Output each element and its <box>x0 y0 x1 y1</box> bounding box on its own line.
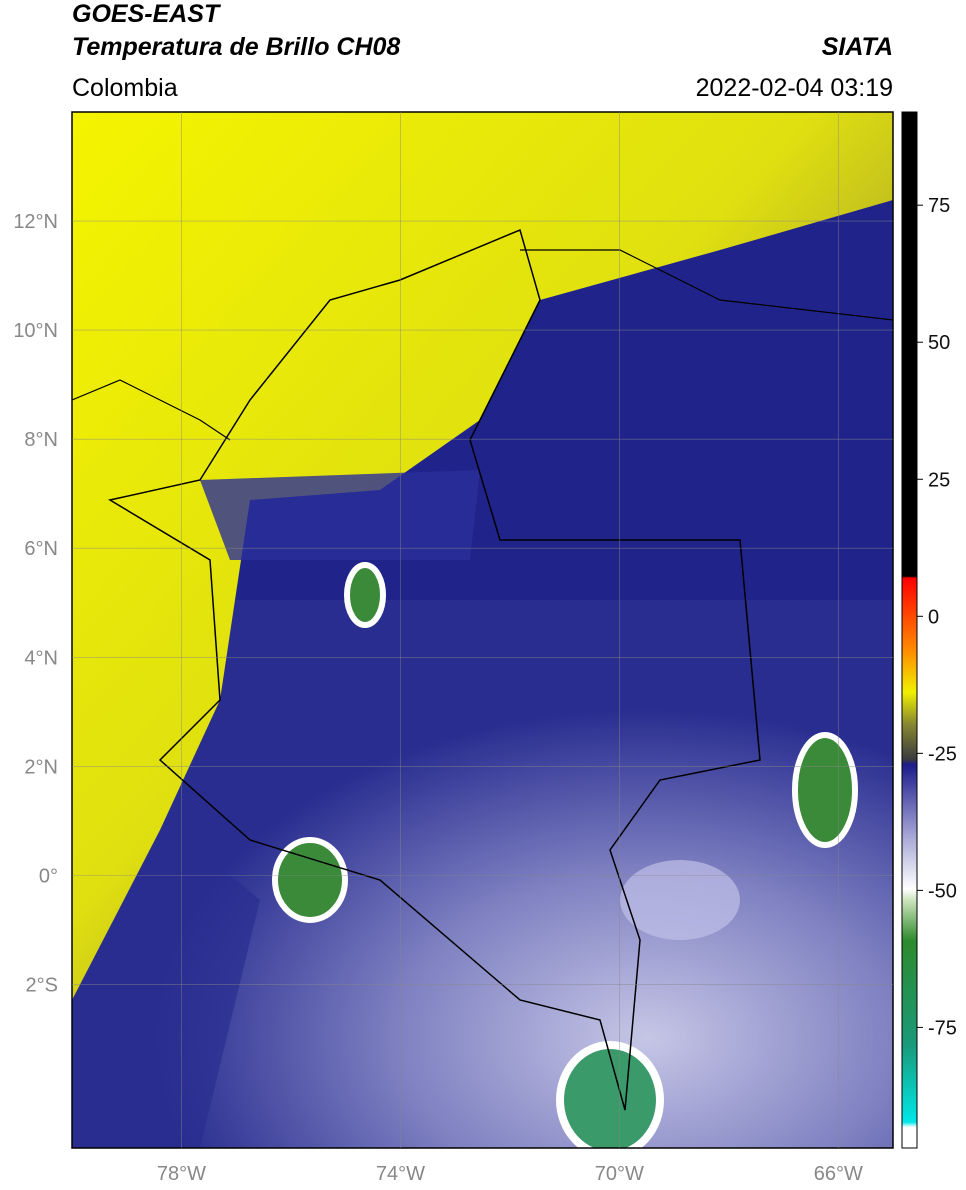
colorbar-tick-label: 50 <box>928 332 950 354</box>
lat-tick-label: 4°N <box>24 647 58 669</box>
subtitle: Temperatura de Brillo CH08 <box>72 33 400 61</box>
colorbar-tick-label: -75 <box>928 1017 957 1039</box>
datetime: 2022-02-04 03:19 <box>696 74 893 102</box>
lon-tick-label: 78°W <box>157 1163 206 1185</box>
lat-tick-label: 2°S <box>26 974 58 996</box>
map-frame <box>71 111 894 1149</box>
title: GOES-EAST <box>72 0 222 28</box>
imagery <box>72 112 893 1148</box>
source: SIATA <box>822 33 893 61</box>
lon-tick-label: 70°W <box>595 1163 644 1185</box>
lon-tick-label: 74°W <box>376 1163 425 1185</box>
lat-tick-label: 12°N <box>13 211 58 233</box>
lon-tick-label: 66°W <box>814 1163 863 1185</box>
colorbar-tick-label: 25 <box>928 469 950 491</box>
lat-tick-label: 6°N <box>24 538 58 560</box>
lat-tick-label: 0° <box>39 865 58 887</box>
colorbar <box>901 111 918 1149</box>
lat-tick-label: 2°N <box>24 756 58 778</box>
colorbar-tick-label: -25 <box>928 743 957 765</box>
lat-tick-label: 10°N <box>13 320 58 342</box>
colorbar-tick-label: -50 <box>928 880 957 902</box>
colorbar-tick-label: 75 <box>928 195 950 217</box>
colorbar-tick-label: 0 <box>928 606 939 628</box>
region: Colombia <box>72 74 178 102</box>
lat-tick-label: 8°N <box>24 429 58 451</box>
